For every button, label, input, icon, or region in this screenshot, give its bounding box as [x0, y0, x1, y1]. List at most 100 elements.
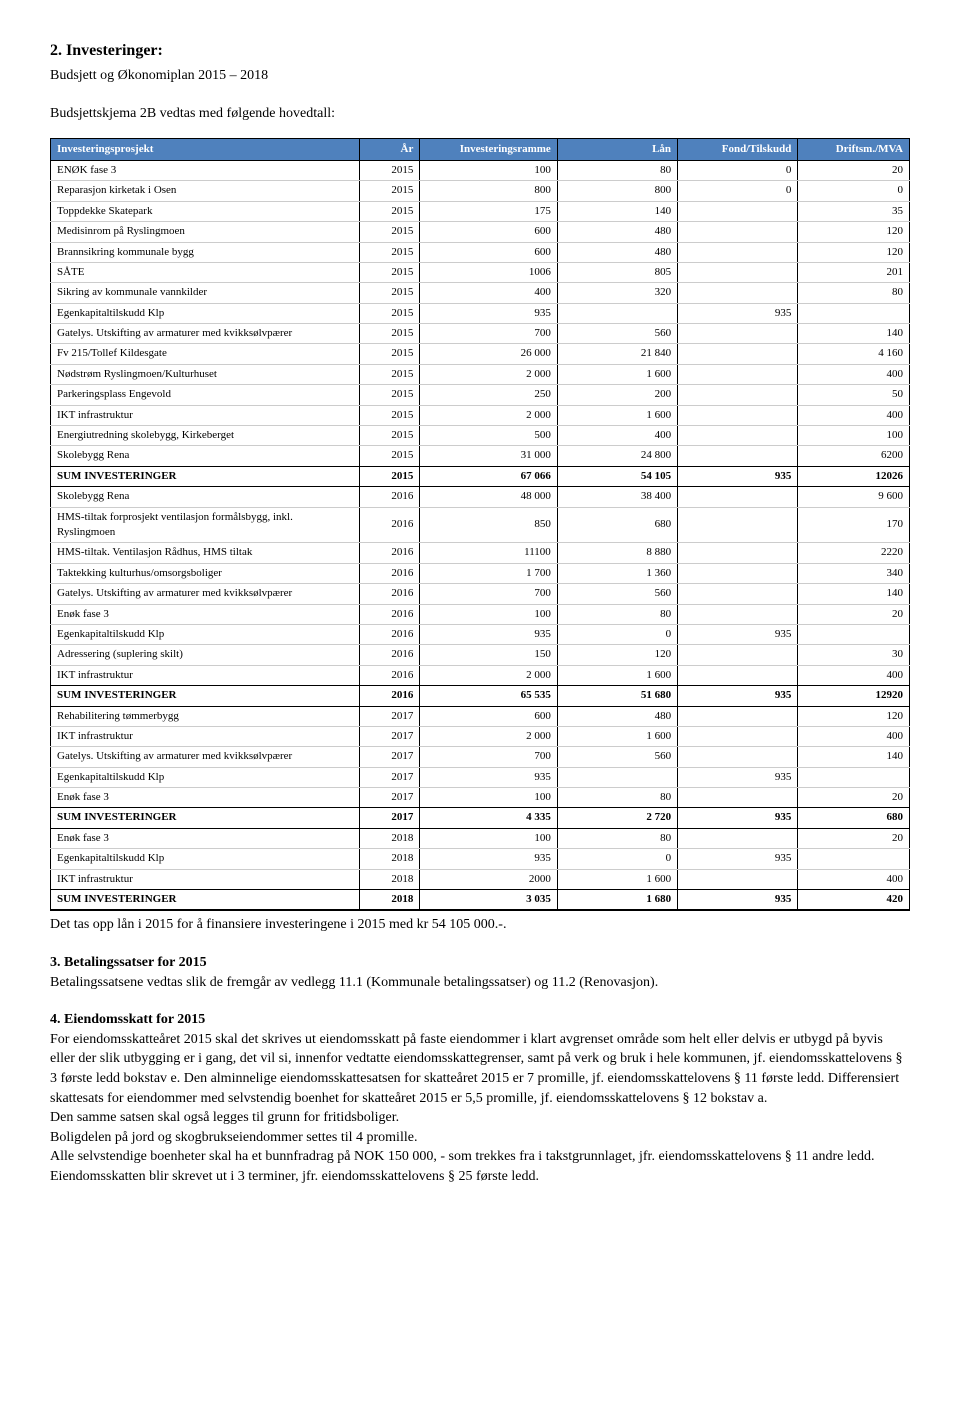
- cell-drift: 2220: [798, 543, 910, 563]
- cell-year: 2017: [360, 808, 420, 828]
- cell-lan: 560: [557, 324, 677, 344]
- cell-label: Reparasjon kirketak i Osen: [51, 181, 360, 201]
- cell-fond: 935: [678, 686, 798, 706]
- after-table-text: Det tas opp lån i 2015 for å finansiere …: [50, 915, 910, 935]
- cell-lan: 21 840: [557, 344, 677, 364]
- cell-lan: [557, 303, 677, 323]
- cell-ramme: 1006: [420, 262, 557, 282]
- cell-drift: 120: [798, 242, 910, 262]
- cell-year: 2017: [360, 767, 420, 787]
- cell-label: SÅTE: [51, 262, 360, 282]
- table-row: IKT infrastruktur20152 0001 600400: [51, 405, 910, 425]
- cell-ramme: 2 000: [420, 726, 557, 746]
- cell-drift: 140: [798, 584, 910, 604]
- cell-drift: 340: [798, 563, 910, 583]
- col-ramme: Investeringsramme: [420, 138, 557, 160]
- cell-label: Skolebygg Rena: [51, 446, 360, 466]
- cell-drift: 4 160: [798, 344, 910, 364]
- cell-drift: 201: [798, 262, 910, 282]
- table-header-row: Investeringsprosjekt År Investeringsramm…: [51, 138, 910, 160]
- cell-year: 2016: [360, 563, 420, 583]
- cell-drift: 170: [798, 507, 910, 543]
- cell-label: Enøk fase 3: [51, 828, 360, 848]
- cell-label: HMS-tiltak forprosjekt ventilasjon formå…: [51, 507, 360, 543]
- cell-fond: [678, 405, 798, 425]
- table-row: Enøk fase 320161008020: [51, 604, 910, 624]
- cell-year: 2015: [360, 324, 420, 344]
- table-row: SÅTE20151006805201: [51, 262, 910, 282]
- section-2-intro: Budsjettskjema 2B vedtas med følgende ho…: [50, 104, 910, 124]
- cell-ramme: 935: [420, 849, 557, 869]
- cell-year: 2015: [360, 222, 420, 242]
- cell-drift: 20: [798, 828, 910, 848]
- investments-table: Investeringsprosjekt År Investeringsramm…: [50, 138, 910, 912]
- cell-ramme: 600: [420, 222, 557, 242]
- table-row: Gatelys. Utskifting av armaturer med kvi…: [51, 747, 910, 767]
- cell-label: Nødstrøm Ryslingmoen/Kulturhuset: [51, 364, 360, 384]
- col-fond: Fond/Tilskudd: [678, 138, 798, 160]
- col-year: År: [360, 138, 420, 160]
- cell-fond: [678, 563, 798, 583]
- table-row: Nødstrøm Ryslingmoen/Kulturhuset20152 00…: [51, 364, 910, 384]
- cell-lan: 2 720: [557, 808, 677, 828]
- cell-fond: [678, 446, 798, 466]
- cell-ramme: 65 535: [420, 686, 557, 706]
- cell-fond: [678, 201, 798, 221]
- cell-lan: 1 600: [557, 364, 677, 384]
- cell-ramme: 48 000: [420, 487, 557, 507]
- table-row: SUM INVESTERINGER201567 06654 1059351202…: [51, 466, 910, 486]
- cell-ramme: 11100: [420, 543, 557, 563]
- table-row: Gatelys. Utskifting av armaturer med kvi…: [51, 584, 910, 604]
- cell-year: 2016: [360, 507, 420, 543]
- cell-lan: 200: [557, 385, 677, 405]
- cell-ramme: 700: [420, 747, 557, 767]
- cell-fond: [678, 584, 798, 604]
- cell-lan: 560: [557, 584, 677, 604]
- cell-fond: 935: [678, 624, 798, 644]
- cell-year: 2017: [360, 706, 420, 726]
- cell-ramme: 500: [420, 426, 557, 446]
- cell-fond: [678, 726, 798, 746]
- table-row: Medisinrom på Ryslingmoen2015600480120: [51, 222, 910, 242]
- cell-lan: 51 680: [557, 686, 677, 706]
- cell-lan: 480: [557, 706, 677, 726]
- cell-ramme: 31 000: [420, 446, 557, 466]
- cell-drift: 12920: [798, 686, 910, 706]
- cell-year: 2017: [360, 726, 420, 746]
- cell-year: 2018: [360, 869, 420, 889]
- cell-drift: 120: [798, 706, 910, 726]
- table-row: HMS-tiltak. Ventilasjon Rådhus, HMS tilt…: [51, 543, 910, 563]
- cell-ramme: 935: [420, 767, 557, 787]
- cell-fond: [678, 604, 798, 624]
- cell-lan: 320: [557, 283, 677, 303]
- cell-ramme: 1 700: [420, 563, 557, 583]
- cell-fond: [678, 324, 798, 344]
- cell-ramme: 4 335: [420, 808, 557, 828]
- cell-drift: [798, 767, 910, 787]
- cell-fond: [678, 665, 798, 685]
- table-row: Parkeringsplass Engevold201525020050: [51, 385, 910, 405]
- cell-lan: 1 600: [557, 405, 677, 425]
- table-row: IKT infrastruktur20172 0001 600400: [51, 726, 910, 746]
- cell-label: Brannsikring kommunale bygg: [51, 242, 360, 262]
- table-row: Enøk fase 320181008020: [51, 828, 910, 848]
- cell-year: 2015: [360, 262, 420, 282]
- section-4-p2: Den samme satsen skal også legges til gr…: [50, 1110, 399, 1125]
- cell-ramme: 600: [420, 242, 557, 262]
- table-row: Taktekking kulturhus/omsorgsboliger20161…: [51, 563, 910, 583]
- cell-label: Gatelys. Utskifting av armaturer med kvi…: [51, 584, 360, 604]
- cell-year: 2015: [360, 201, 420, 221]
- cell-ramme: 250: [420, 385, 557, 405]
- cell-fond: [678, 262, 798, 282]
- cell-lan: 0: [557, 624, 677, 644]
- cell-year: 2016: [360, 543, 420, 563]
- cell-year: 2017: [360, 788, 420, 808]
- cell-year: 2015: [360, 385, 420, 405]
- cell-ramme: 700: [420, 324, 557, 344]
- table-row: Toppdekke Skatepark201517514035: [51, 201, 910, 221]
- cell-year: 2017: [360, 747, 420, 767]
- cell-fond: [678, 242, 798, 262]
- table-row: Energiutredning skolebygg, Kirkeberget20…: [51, 426, 910, 446]
- section-2-heading: 2. Investeringer:: [50, 40, 910, 62]
- cell-year: 2016: [360, 686, 420, 706]
